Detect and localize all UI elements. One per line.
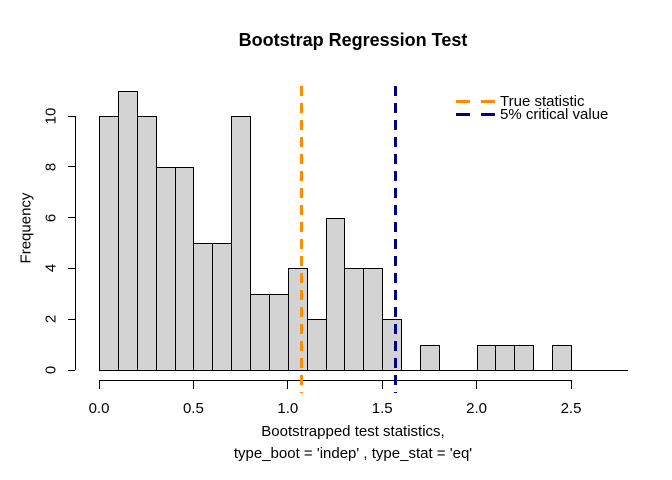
x-axis-tick [381,380,383,389]
legend-item-label: 5% critical value [500,106,609,123]
histogram-bar [287,268,308,371]
histogram-bar [514,344,535,371]
y-axis-tick-label: 10 [42,107,60,125]
x-axis-tick-label: 0.0 [88,400,110,417]
histogram-bar [193,243,214,371]
histogram-bar [117,90,138,371]
y-axis-title: Frequency [17,192,35,264]
y-axis-tick [68,318,75,320]
x-axis-title-line1: Bootstrapped test statistics, [261,423,445,440]
histogram-bar [250,293,270,371]
histogram-bar [268,293,289,371]
histogram-bar [419,344,440,371]
x-axis-tick [570,380,572,389]
histogram-bar [174,166,195,371]
y-axis-tick-label: 4 [42,264,60,273]
histogram-bar [155,166,176,371]
histogram-bar [231,116,252,371]
y-axis-tick [68,115,75,117]
y-axis-tick-label: 2 [42,315,60,324]
x-axis-tick [98,380,100,389]
y-axis-tick [68,267,75,269]
x-axis-tick-label: 0.5 [182,400,204,417]
y-axis-line [75,116,76,370]
legend-item: True statistic [456,93,608,110]
y-axis-tick [68,166,75,168]
histogram-bar [136,116,157,371]
x-axis-title-line2: type_boot = 'indep' , type_stat = 'eq' [233,445,473,462]
histogram-bar [552,344,572,371]
y-axis-tick [68,369,75,371]
histogram-bar [363,268,384,371]
histogram-bar [476,344,497,371]
histogram-bar [325,217,346,371]
legend-dashed-line-sample [456,113,496,116]
y-axis-tick-label: 8 [42,162,60,171]
true-statistic-line [299,86,303,393]
histogram-bar [495,344,516,371]
legend-dashed-line-sample [456,100,496,103]
x-axis-tick-label: 1.0 [277,400,299,417]
histogram-bar [212,243,233,371]
x-axis-tick [192,380,194,389]
y-axis-tick-label: 0 [42,365,60,375]
legend-item-label: True statistic [500,93,585,110]
chart-title: Bootstrap Regression Test [238,30,468,50]
x-axis-tick [476,380,478,389]
histogram-bar [306,319,327,371]
histogram-bar [344,268,365,371]
x-axis-title: Bootstrapped test statistics, type_boot … [234,421,472,465]
y-axis-tick [68,217,75,219]
x-axis-tick-label: 2.5 [560,400,582,417]
x-axis-line [99,380,571,381]
legend: True statistic 5% critical value [456,93,609,123]
zero-baseline [99,370,628,371]
x-axis-tick [287,380,289,389]
critical-value-line [393,86,397,393]
y-axis-tick-label: 6 [42,213,60,222]
histogram-bar [99,116,119,371]
histogram-bar [382,319,403,371]
legend-item: 5% critical value [456,106,609,123]
x-axis-tick-label: 2.0 [466,400,488,417]
x-axis-tick-label: 1.5 [371,400,393,417]
